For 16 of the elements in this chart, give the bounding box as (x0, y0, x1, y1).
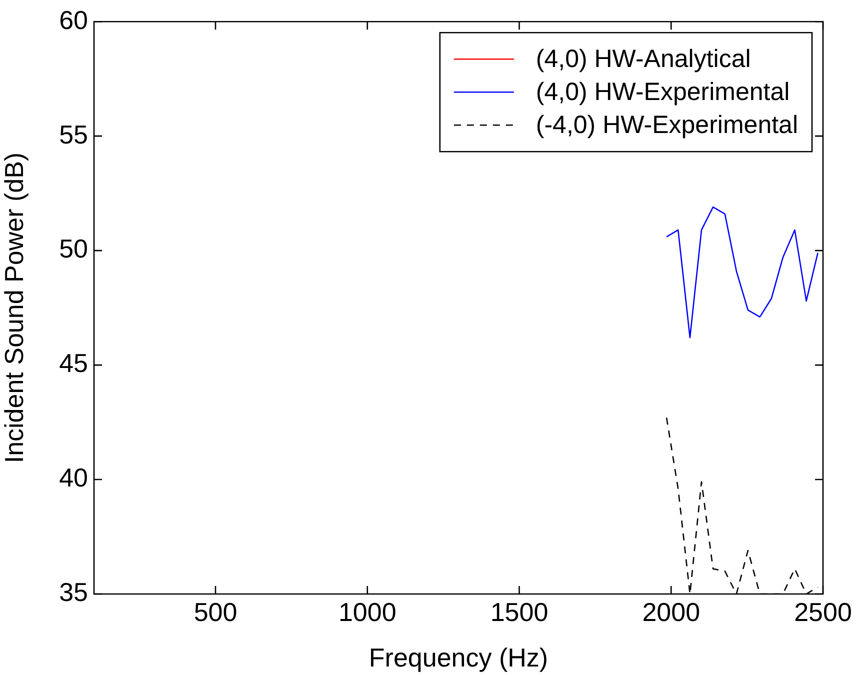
y-tick-label: 45 (59, 348, 88, 378)
legend-label: (4,0) HW-Experimental (536, 78, 790, 106)
y-tick-label: 55 (59, 119, 88, 150)
y-tick-label: 35 (59, 577, 88, 608)
y-tick-label: 60 (59, 4, 88, 35)
x-axis-title: Frequency (Hz) (368, 642, 548, 673)
x-tick-label: 2000 (642, 596, 700, 627)
y-axis-title: Incident Sound Power (dB) (0, 152, 29, 464)
legend-label: (-4,0) HW-Experimental (536, 110, 798, 139)
legend-label: (4,0) HW-Analytical (536, 44, 751, 73)
x-tick-label: 2500 (794, 596, 852, 627)
x-tick-label: 500 (194, 596, 238, 627)
x-tick-label: 1500 (490, 596, 548, 627)
x-tick-label: 1000 (338, 596, 396, 627)
y-tick-label: 50 (59, 234, 88, 264)
y-tick-label: 40 (59, 462, 88, 493)
